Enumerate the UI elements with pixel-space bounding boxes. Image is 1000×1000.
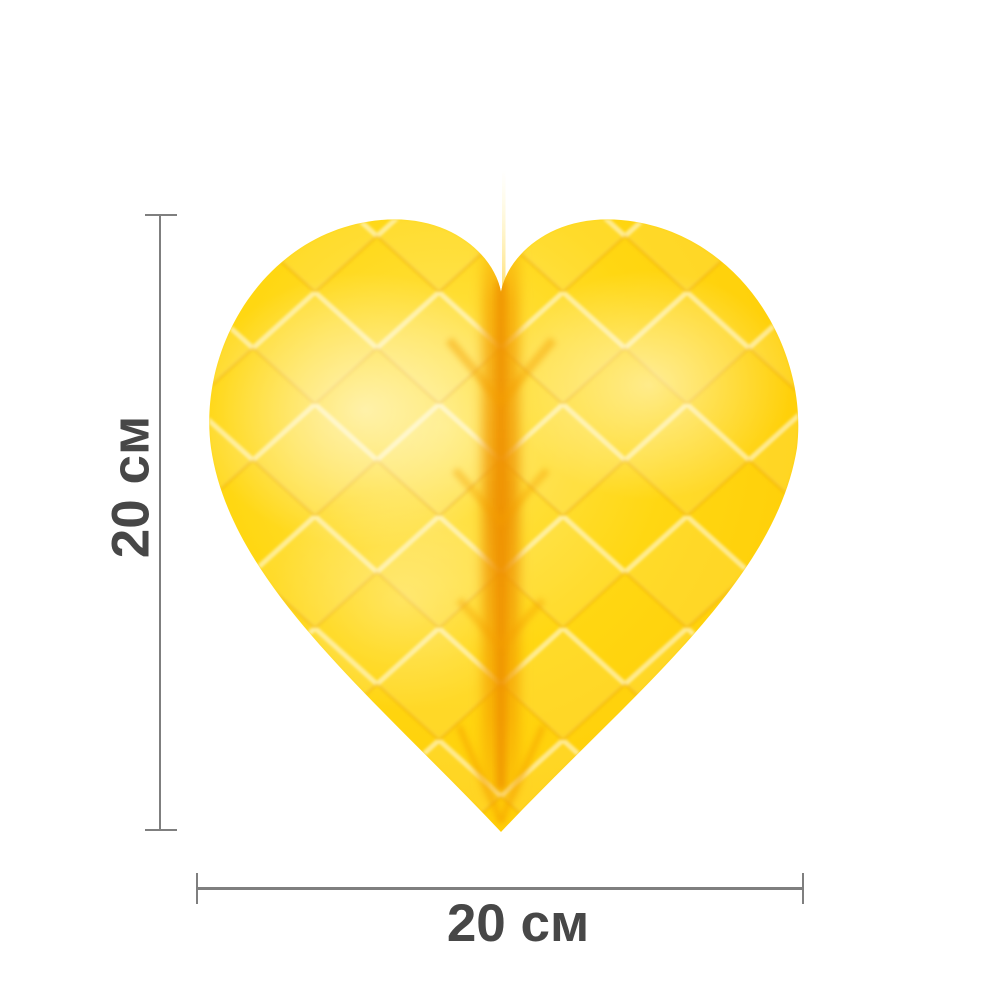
vertical-dimension-label: 20 см bbox=[101, 415, 161, 559]
vertical-dimension-cap-top bbox=[145, 214, 177, 216]
horizontal-dimension-cap-left bbox=[196, 873, 198, 904]
horizontal-dimension-line bbox=[196, 887, 804, 890]
heart-shading bbox=[209, 219, 799, 832]
horizontal-dimension-cap-right bbox=[802, 873, 804, 904]
honeycomb-heart-photo bbox=[209, 170, 799, 832]
vertical-dimension-cap-bottom bbox=[145, 829, 177, 831]
horizontal-dimension-label: 20 см bbox=[446, 894, 590, 953]
hanging-string bbox=[502, 170, 506, 330]
vertical-dimension-line bbox=[159, 215, 161, 831]
edge-vignette bbox=[209, 219, 799, 832]
